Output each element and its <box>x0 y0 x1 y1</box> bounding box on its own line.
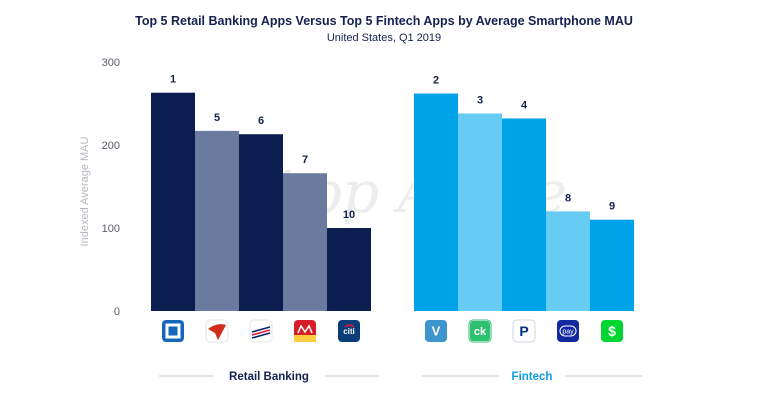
venmo-icon: V <box>425 320 447 342</box>
y-tick-label: 100 <box>102 223 120 235</box>
bar <box>283 173 327 311</box>
rank-label: 7 <box>302 154 308 166</box>
y-tick-label: 0 <box>114 306 120 318</box>
chart-title: Top 5 Retail Banking Apps Versus Top 5 F… <box>135 14 633 28</box>
y-axis-label: Indexed Average MAU <box>79 137 91 247</box>
bar <box>239 134 283 311</box>
rank-label: 1 <box>170 74 176 86</box>
bar <box>327 228 371 311</box>
bar <box>502 118 546 311</box>
y-tick-label: 200 <box>102 140 120 152</box>
bar <box>546 211 590 311</box>
rank-label: 4 <box>521 99 528 111</box>
rank-label: 6 <box>258 115 264 127</box>
rank-label: 3 <box>477 94 483 106</box>
bar <box>151 92 195 312</box>
svg-text:citi: citi <box>343 327 355 336</box>
bar <box>195 130 239 311</box>
paypal-icon: P <box>512 319 536 343</box>
cash-app-icon: $ <box>601 320 623 342</box>
svg-text:ck: ck <box>474 326 487 338</box>
bank-of-america-icon <box>249 319 273 343</box>
samsung-pay-icon: pay <box>557 320 579 342</box>
credit-karma-icon: ck <box>468 319 492 343</box>
bar <box>414 93 458 311</box>
rank-label: 5 <box>214 112 220 124</box>
rank-label: 9 <box>609 201 615 213</box>
chase-icon <box>162 320 184 342</box>
wells-fargo-icon <box>294 320 316 342</box>
svg-text:V: V <box>432 324 441 339</box>
svg-text:pay: pay <box>562 329 574 336</box>
rank-label: 10 <box>343 209 355 221</box>
y-tick-label: 300 <box>102 57 120 69</box>
svg-text:$: $ <box>608 323 616 339</box>
group-label: Fintech <box>512 371 553 383</box>
svg-text:P: P <box>519 323 528 339</box>
rank-label: 8 <box>565 192 571 204</box>
chart-subtitle: United States, Q1 2019 <box>326 32 442 44</box>
bar <box>458 113 502 312</box>
rank-label: 2 <box>433 75 439 87</box>
bar <box>590 219 634 311</box>
citi-icon: citi <box>338 320 360 342</box>
group-label: Retail Banking <box>229 371 309 383</box>
capital-one-icon <box>205 319 229 343</box>
